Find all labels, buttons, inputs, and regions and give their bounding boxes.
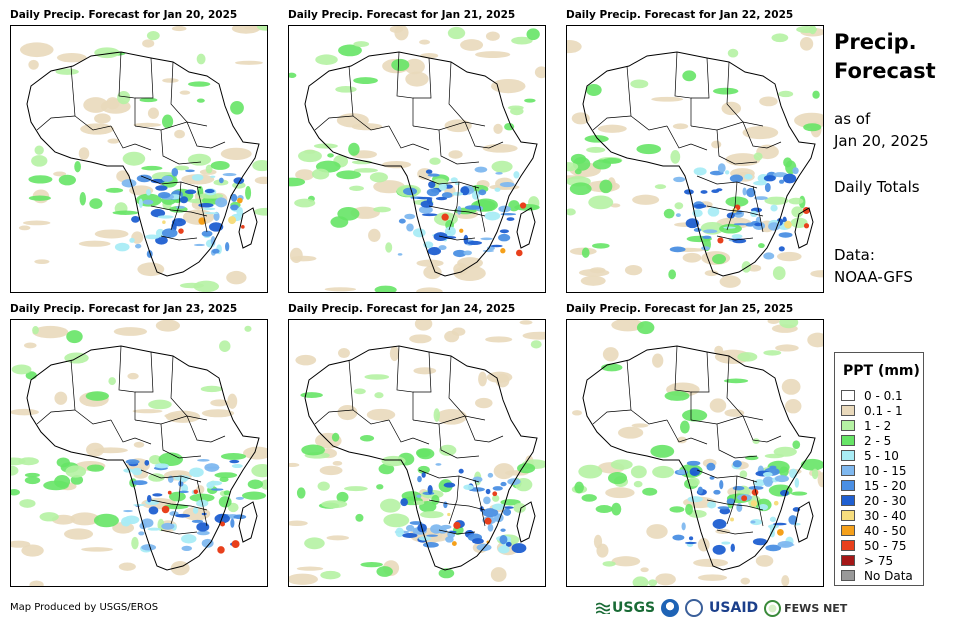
legend-label: 1 - 2 <box>864 418 892 433</box>
legend-swatch <box>841 480 855 491</box>
legend-swatch <box>841 495 855 506</box>
legend-swatch <box>841 420 855 431</box>
legend-swatch <box>841 465 855 476</box>
precip-map <box>10 25 268 293</box>
legend-item: 30 - 40 <box>841 508 907 523</box>
legend-item: 50 - 75 <box>841 538 907 553</box>
legend-label: 5 - 10 <box>864 448 899 463</box>
legend-label: 15 - 20 <box>864 478 907 493</box>
legend-label: 50 - 75 <box>864 538 907 553</box>
legend-label: 0.1 - 1 <box>864 403 903 418</box>
map-graphic <box>567 320 823 586</box>
fewsnet-logo: FEWS NET <box>764 599 847 617</box>
legend-item: 20 - 30 <box>841 493 907 508</box>
legend-item: > 75 <box>841 553 893 568</box>
map-graphic <box>289 320 545 586</box>
legend-item: No Data <box>841 568 913 583</box>
usgs-logo: USGS <box>596 600 655 616</box>
usaid-logo: USAID <box>709 600 759 616</box>
legend-label: 10 - 15 <box>864 463 907 478</box>
precip-map <box>288 319 546 587</box>
data-label: Data: <box>834 246 875 264</box>
legend-item: 1 - 2 <box>841 418 891 433</box>
legend-swatch <box>841 555 855 566</box>
panel-title: Daily Precip. Forecast for Jan 25, 2025 <box>566 303 794 315</box>
panel-title: Daily Precip. Forecast for Jan 24, 2025 <box>288 303 516 315</box>
legend-swatch <box>841 435 855 446</box>
legend-label: 0 - 0.1 <box>864 388 903 403</box>
legend-swatch <box>841 450 855 461</box>
legend-swatch <box>841 510 855 521</box>
legend-item: 15 - 20 <box>841 478 907 493</box>
legend-item: 0 - 0.1 <box>841 388 903 403</box>
legend-item: 10 - 15 <box>841 463 907 478</box>
panel-title: Daily Precip. Forecast for Jan 22, 2025 <box>566 9 794 21</box>
side-title-line1: Precip. <box>834 30 917 54</box>
map-graphic <box>567 26 823 292</box>
legend-swatch <box>841 570 855 581</box>
map-graphic <box>11 26 267 292</box>
legend-item: 2 - 5 <box>841 433 891 448</box>
side-title-line2: Forecast <box>834 59 936 83</box>
legend-label: No Data <box>864 568 913 583</box>
map-graphic <box>11 320 267 586</box>
panel-title: Daily Precip. Forecast for Jan 23, 2025 <box>10 303 238 315</box>
data-source: NOAA-GFS <box>834 268 913 286</box>
legend-title: PPT (mm) <box>843 363 920 379</box>
legend-item: 5 - 10 <box>841 448 899 463</box>
as-of-label: as of <box>834 110 871 128</box>
partner-logos: USGS USAID FEWS NET <box>596 597 847 619</box>
legend-item: 0.1 - 1 <box>841 403 903 418</box>
map-graphic <box>289 26 545 292</box>
legend-label: 2 - 5 <box>864 433 892 448</box>
noaa-logo-icon <box>661 599 680 617</box>
panel-title: Daily Precip. Forecast for Jan 20, 2025 <box>10 9 238 21</box>
legend-label: 30 - 40 <box>864 508 907 523</box>
as-of-date: Jan 20, 2025 <box>834 132 929 150</box>
state-seal-icon <box>685 599 704 617</box>
legend-item: 40 - 50 <box>841 523 907 538</box>
globe-icon <box>764 599 782 617</box>
legend-swatch <box>841 540 855 551</box>
legend-swatch <box>841 525 855 536</box>
precip-map <box>10 319 268 587</box>
usgs-wave-icon <box>596 602 610 614</box>
credit-text: Map Produced by USGS/EROS <box>10 602 159 613</box>
legend-label: > 75 <box>864 553 894 568</box>
legend-swatch <box>841 405 855 416</box>
precip-map <box>566 25 824 293</box>
legend-swatch <box>841 390 855 401</box>
precip-map <box>288 25 546 293</box>
daily-totals-label: Daily Totals <box>834 178 920 196</box>
legend-label: 20 - 30 <box>864 493 907 508</box>
legend-label: 40 - 50 <box>864 523 907 538</box>
panel-title: Daily Precip. Forecast for Jan 21, 2025 <box>288 9 516 21</box>
precip-map <box>566 319 824 587</box>
side-title: Precip. Forecast <box>834 28 936 86</box>
